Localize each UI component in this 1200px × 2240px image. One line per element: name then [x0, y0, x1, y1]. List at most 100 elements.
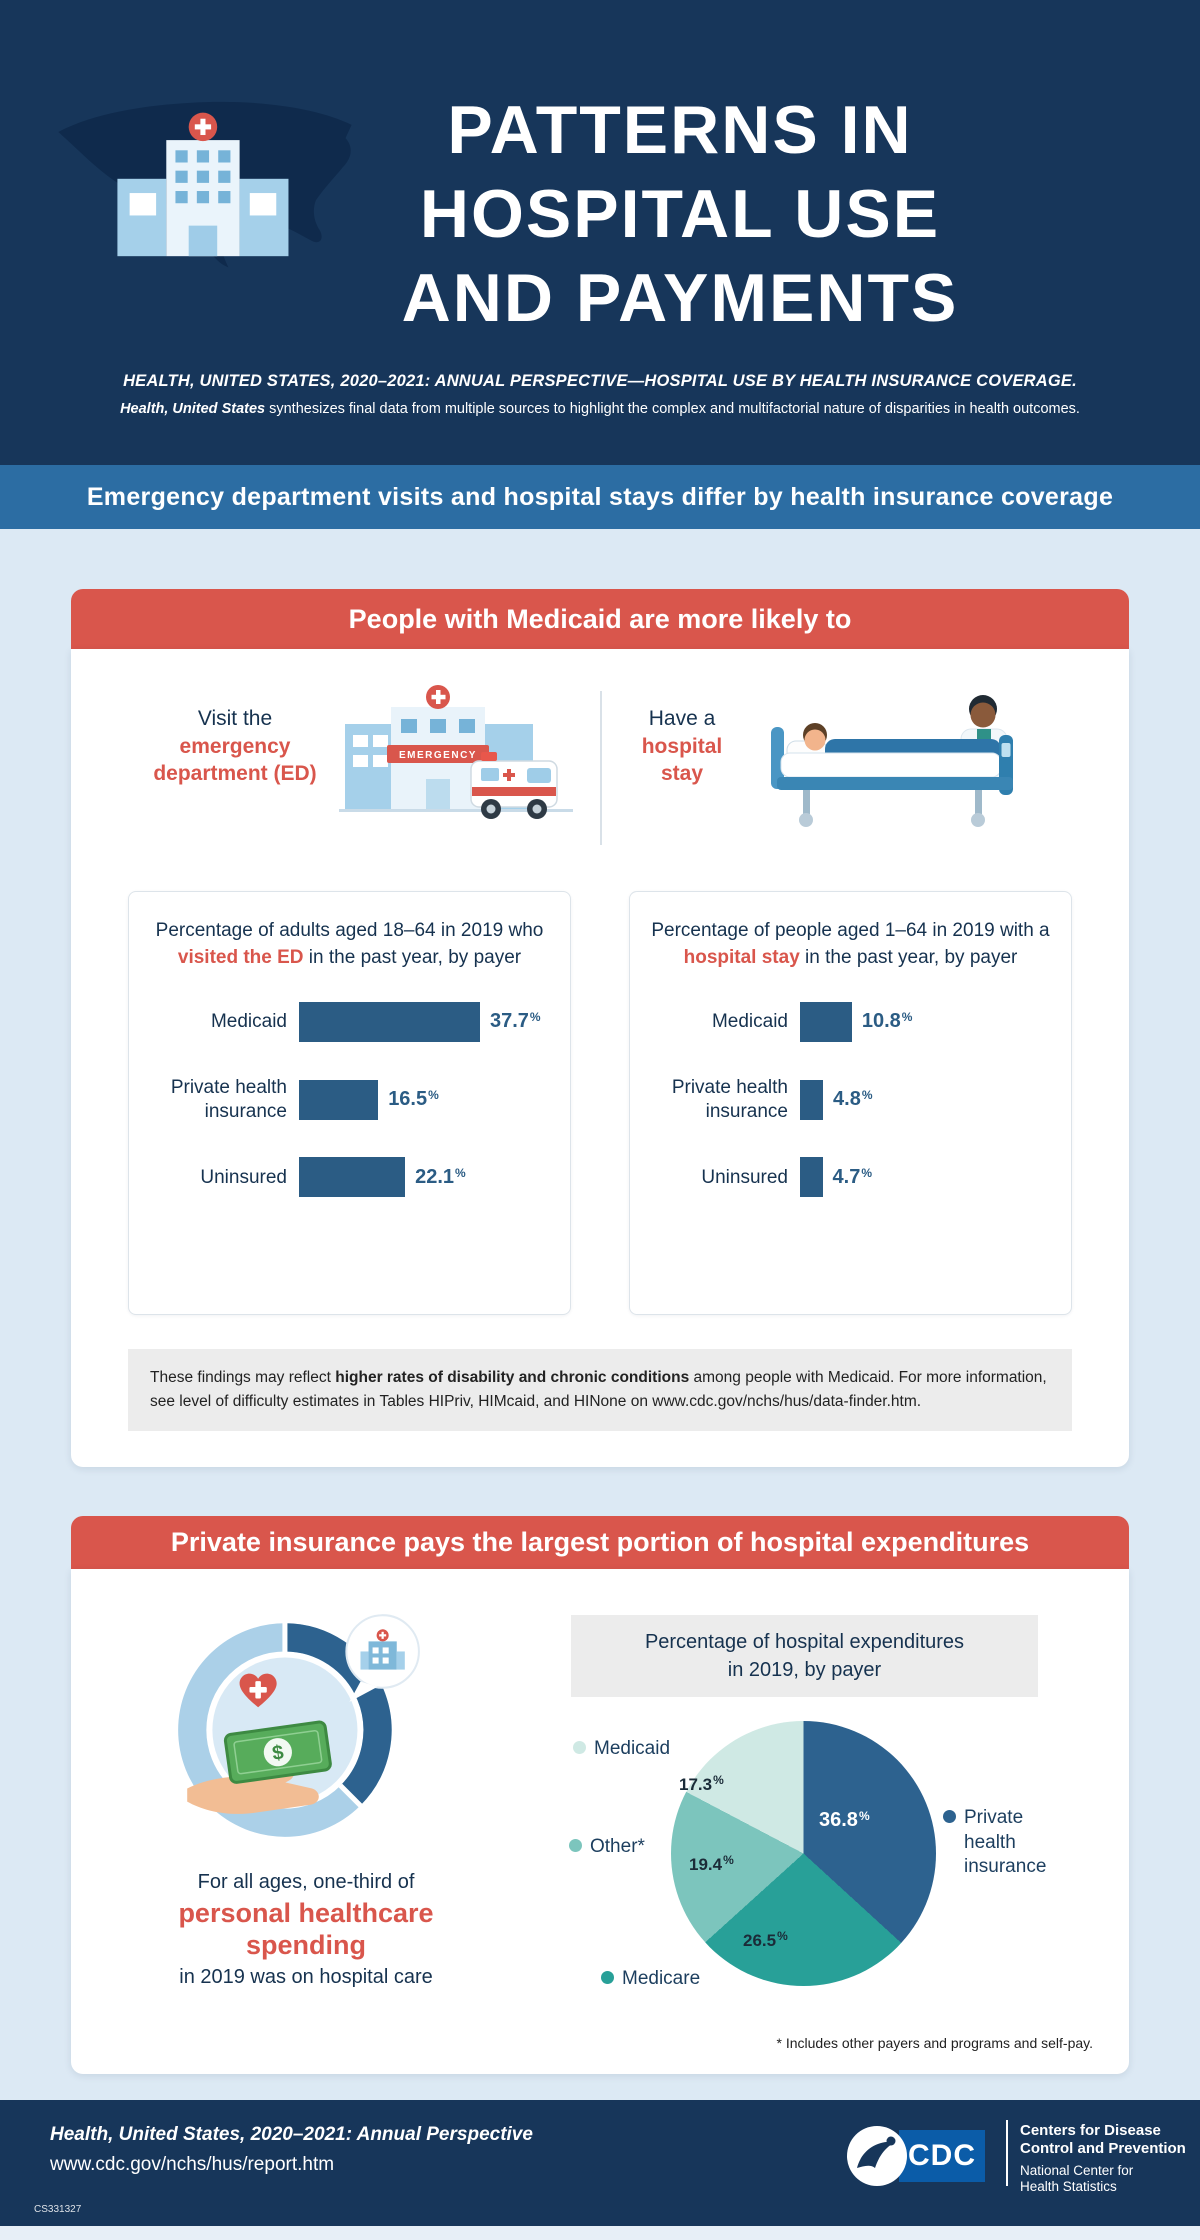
- intro-row: Visit the emergency department (ED): [128, 679, 1072, 869]
- pie-value-other: 19.4%: [689, 1853, 734, 1875]
- pie-chart-title: Percentage of hospital expenditures in 2…: [571, 1615, 1038, 1698]
- pie-value-medicare: 26.5%: [743, 1929, 788, 1951]
- emergency-sign-label: EMERGENCY: [399, 750, 477, 761]
- bar: [299, 1001, 480, 1042]
- medicaid-card-heading: People with Medicaid are more likely to: [71, 589, 1129, 649]
- hospital-stay-icon: [771, 695, 1013, 827]
- legend-other: Other*: [569, 1835, 645, 1860]
- percent-unit: %: [861, 1165, 873, 1180]
- ambulance-icon: [470, 752, 558, 819]
- stay-intro-pre: Have a: [648, 707, 716, 730]
- bar-row: Uninsured 4.7%: [650, 1157, 1051, 1198]
- hospital-stay-chart: Percentage of people aged 1–64 in 2019 w…: [629, 891, 1072, 1315]
- bar-value: 10.8%: [862, 1010, 913, 1033]
- spend-highlight: personal healthcare spending: [178, 1898, 434, 1960]
- bar: [800, 1079, 824, 1120]
- bar-label: Medicaid: [210, 1011, 287, 1033]
- ed-title-highlight: visited the ED: [177, 946, 304, 968]
- bar-value-number: 16.5: [388, 1088, 428, 1111]
- bar-row: Private health insurance 4.8%: [650, 1076, 1051, 1124]
- note-bold: higher rates of disability and chronic c…: [335, 1369, 690, 1386]
- medicaid-card: People with Medicaid are more likely to …: [71, 589, 1129, 1468]
- tagnote-rest: synthesizes final data from multiple sou…: [265, 401, 1080, 417]
- ed-intro-pre: Visit the: [197, 707, 273, 730]
- legend-swatch: [573, 1741, 586, 1755]
- stay-intro-highlight: hospital stay: [641, 734, 723, 786]
- percent-unit: %: [901, 1010, 913, 1025]
- stay-chart-title: Percentage of people aged 1–64 in 2019 w…: [650, 918, 1051, 972]
- page-title: PATTERNS IN HOSPITAL USE AND PAYMENTS: [300, 88, 1060, 340]
- legend-label: Medicare: [622, 1968, 701, 1990]
- footer-org-text: Centers for Disease Control and Preventi…: [1020, 2122, 1186, 2196]
- hhs-seal-icon: [847, 2126, 907, 2186]
- note-mid: among people with Medicaid. For more inf…: [150, 1369, 1047, 1411]
- bar-value: 16.5%: [388, 1088, 439, 1111]
- legend-medicare: Medicare: [601, 1967, 700, 1992]
- bar-label: Uninsured: [701, 1166, 788, 1188]
- pie-value-number: 19.4: [689, 1855, 723, 1875]
- key-finding-banner: Emergency department visits and hospital…: [0, 465, 1200, 529]
- pie-value-private: 36.8%: [819, 1809, 870, 1832]
- expenditures-card: Private insurance pays the largest porti…: [71, 1516, 1129, 2075]
- cdc-acronym-text: CDC: [908, 2139, 976, 2172]
- bar-value-number: 22.1: [415, 1165, 455, 1188]
- footer: Health, United States, 2020–2021: Annual…: [0, 2100, 1200, 2226]
- healthcare-spending-icon: $: [159, 1589, 431, 1866]
- bar-value-number: 4.7: [832, 1165, 861, 1188]
- pie-value-number: 17.3: [679, 1775, 713, 1795]
- tagnote-lead: Health, United States: [120, 401, 266, 417]
- hospital-bubble-icon: [345, 1614, 420, 1702]
- cdc-logo: CDC: [845, 2124, 985, 2188]
- percent-unit: %: [777, 1929, 788, 1944]
- pie-footnote: * Includes other payers and programs and…: [776, 2035, 1093, 2052]
- percent-unit: %: [529, 1010, 541, 1025]
- percent-unit: %: [455, 1165, 466, 1180]
- bar-label: Private health insurance: [170, 1076, 287, 1122]
- bar: [800, 1157, 823, 1198]
- findings-note: These findings may reflect higher rates …: [128, 1349, 1072, 1432]
- footer-divider: [1006, 2120, 1008, 2186]
- bar: [299, 1157, 406, 1198]
- bar-row: Uninsured 22.1%: [149, 1157, 550, 1198]
- org-line: Control and Prevention: [1020, 2140, 1186, 2158]
- page-title-line: PATTERNS IN: [447, 92, 913, 168]
- report-url-link[interactable]: www.cdc.gov/nchs/hus/report.htm: [50, 2154, 335, 2175]
- banner-text: Emergency department visits and hospital…: [86, 482, 1114, 511]
- donut-dark-segment: [284, 1623, 392, 1806]
- bar: [800, 1001, 852, 1042]
- emergency-department-icon: EMERGENCY: [339, 685, 573, 819]
- suborg-line: National Center for: [1020, 2162, 1134, 2178]
- bar-row: Medicaid 37.7%: [149, 1001, 550, 1042]
- spend-line3: in 2019 was on hospital care: [179, 1965, 433, 1988]
- legend-medicaid: Medicaid: [573, 1737, 670, 1762]
- spending-statement: For all ages, one-third of personal heal…: [151, 1869, 461, 1991]
- report-tagline: HEALTH, UNITED STATES, 2020–2021: ANNUAL…: [123, 372, 1077, 390]
- pie-title-line1: Percentage of hospital expenditures: [644, 1631, 965, 1654]
- percent-unit: %: [723, 1853, 734, 1868]
- ed-visits-chart: Percentage of adults aged 18–64 in 2019 …: [128, 891, 571, 1315]
- suborg-line: Health Statistics: [1020, 2179, 1117, 2195]
- data-finder-url[interactable]: www.cdc.gov/nchs/hus/data-finder.htm: [652, 1393, 917, 1411]
- stay-title-highlight: hospital stay: [683, 946, 800, 968]
- ed-title-pre: Percentage of adults aged 18–64 in 2019 …: [155, 920, 544, 941]
- us-map-icon: [38, 52, 374, 328]
- ed-intro-text: Visit the emergency department (ED): [147, 679, 323, 788]
- pie-title-line2: in 2019, by payer: [727, 1659, 882, 1682]
- percent-unit: %: [713, 1773, 724, 1788]
- bar-label: Medicaid: [711, 1011, 788, 1033]
- bar-value: 22.1%: [415, 1166, 466, 1189]
- legend-private: Private health insurance: [943, 1806, 1073, 1880]
- stay-intro: Have a hospital stay: [600, 679, 1072, 869]
- ed-title-post: in the past year, by payer: [303, 946, 522, 968]
- report-tagnote: Health, United States synthesizes final …: [60, 401, 1140, 417]
- patient-bed-icon: [771, 723, 1013, 827]
- footer-suborg-text: National Center for Health Statistics: [1020, 2163, 1186, 2196]
- stay-title-post: in the past year, by payer: [799, 946, 1018, 968]
- legend-swatch: [601, 1971, 614, 1985]
- pie-value-medicaid: 17.3%: [679, 1773, 724, 1795]
- money-icon: $: [223, 1720, 332, 1784]
- legend-label: Medicaid: [594, 1738, 671, 1760]
- percent-unit: %: [428, 1088, 439, 1103]
- publication-code: CS331327: [34, 2204, 82, 2215]
